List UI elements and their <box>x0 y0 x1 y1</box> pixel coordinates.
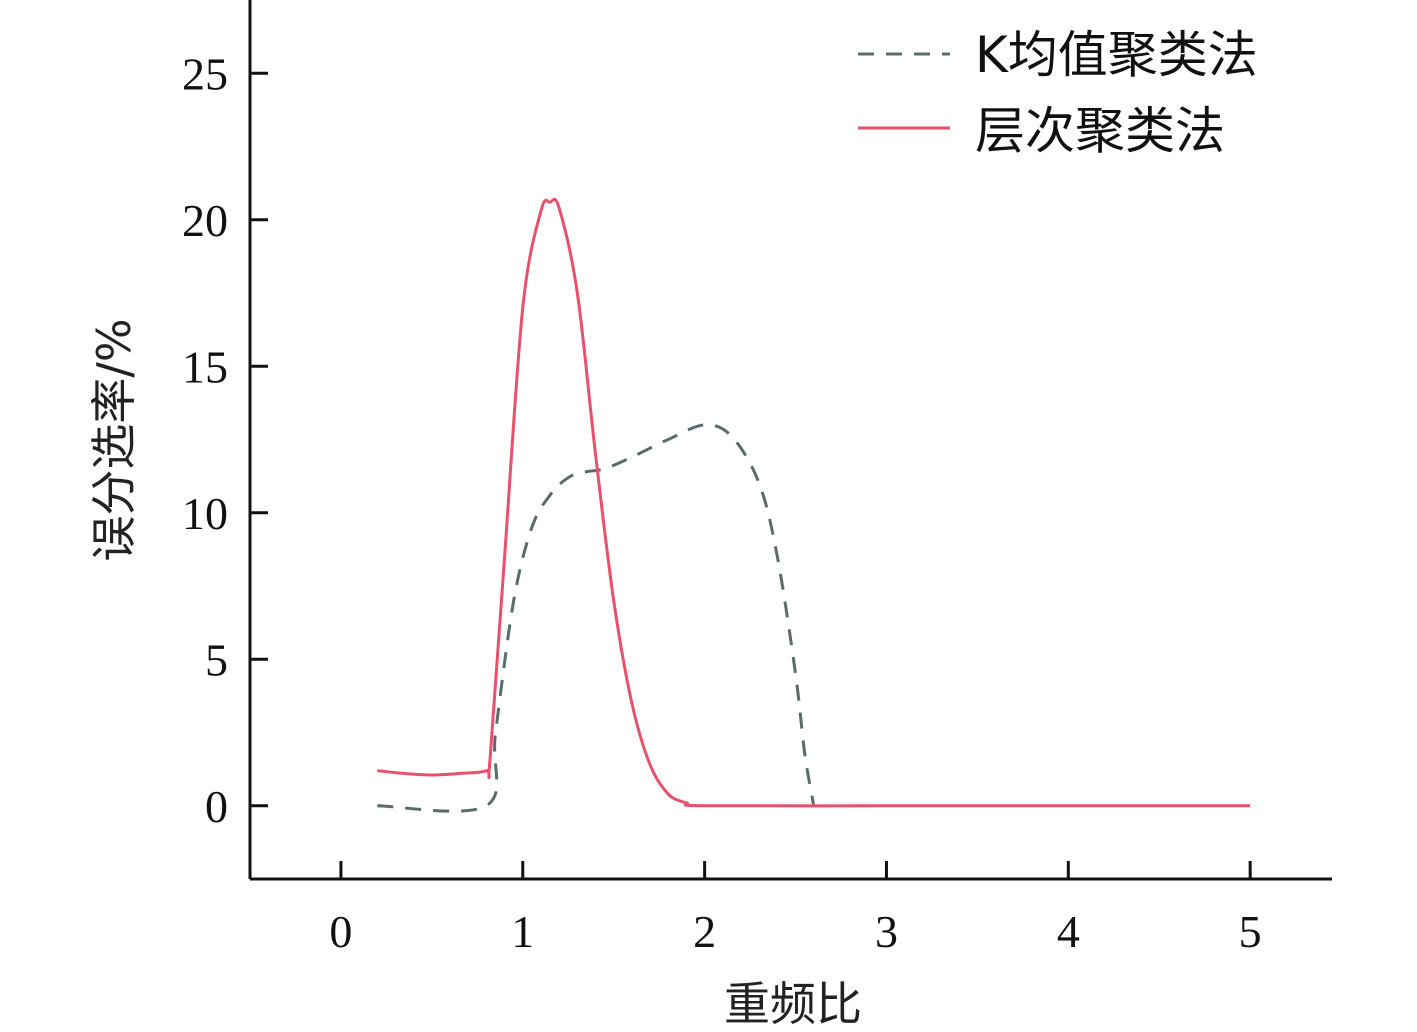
y-tick-label: 5 <box>205 634 228 685</box>
x-tick-label: 5 <box>1239 906 1262 957</box>
y-tick-label: 15 <box>182 341 228 392</box>
series-layer <box>377 197 1251 813</box>
series-line-k-means <box>377 423 816 813</box>
legend: K均值聚类法 层次聚类法 <box>858 26 1258 160</box>
y-tick-label: 10 <box>182 488 228 539</box>
series-line-hierarchical <box>377 197 1251 808</box>
y-tick-label: 25 <box>182 48 228 99</box>
x-tick-label: 2 <box>693 906 716 957</box>
legend-label-k-means: K均值聚类法 <box>975 26 1258 84</box>
y-axis-title: 误分选率/% <box>87 318 141 561</box>
x-tick-label: 3 <box>875 906 898 957</box>
x-tick-label: 1 <box>511 906 534 957</box>
axes <box>248 0 1332 881</box>
legend-label-hierarchical: 层次聚类法 <box>975 102 1225 160</box>
y-tick-label: 20 <box>182 195 228 246</box>
x-tick-label: 4 <box>1057 906 1080 957</box>
x-tick-label: 0 <box>329 906 352 957</box>
ticks: 0 1 2 3 4 5 0 5 10 15 20 25 <box>182 48 1262 957</box>
x-axis-title: 重频比 <box>724 977 862 1031</box>
y-tick-label: 0 <box>205 781 228 832</box>
